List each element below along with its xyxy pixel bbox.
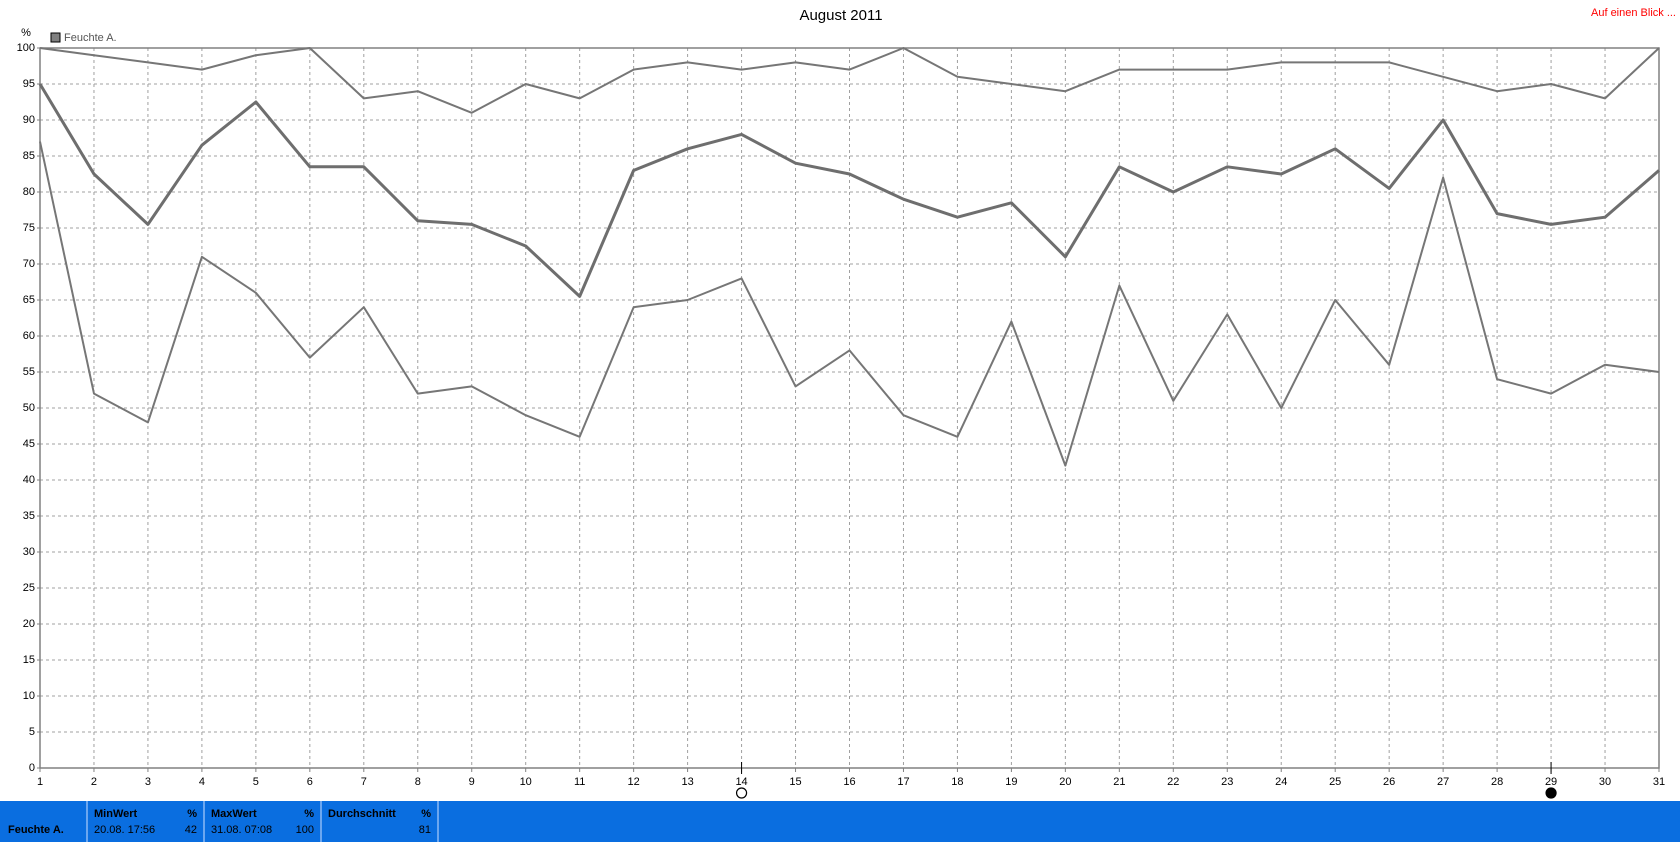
legend-label: Feuchte A. — [64, 32, 117, 44]
x-tick-label: 25 — [1329, 776, 1341, 788]
y-tick-label: 70 — [23, 258, 35, 270]
x-tick-label: 21 — [1113, 776, 1125, 788]
x-tick-label: 6 — [307, 776, 313, 788]
x-tick-label: 5 — [253, 776, 259, 788]
stats-value: 81 — [419, 824, 431, 836]
x-tick-label: 1 — [37, 776, 43, 788]
moon-marker — [1545, 787, 1557, 799]
x-tick-label: 24 — [1275, 776, 1287, 788]
x-tick-label: 9 — [469, 776, 475, 788]
legend-swatch — [50, 32, 61, 43]
y-tick-label: 95 — [23, 78, 35, 90]
data-line — [38, 83, 1660, 298]
y-tick-label: 85 — [23, 150, 35, 162]
y-tick-label: 0 — [29, 762, 35, 774]
x-tick-label: 18 — [951, 776, 963, 788]
x-tick-label: 11 — [574, 776, 585, 788]
x-tick-label: 22 — [1167, 776, 1179, 788]
y-tick-label: 35 — [23, 510, 35, 522]
x-tick-label: 8 — [415, 776, 421, 788]
y-tick-label: 45 — [23, 438, 35, 450]
data-line — [39, 47, 1660, 114]
stats-bar — [0, 801, 1680, 842]
y-tick-label: 5 — [29, 726, 35, 738]
x-tick-label: 10 — [520, 776, 532, 788]
x-tick-label: 26 — [1383, 776, 1395, 788]
stats-unit: % — [187, 808, 197, 820]
x-tick-label: 14 — [735, 776, 747, 788]
x-tick-label: 19 — [1005, 776, 1017, 788]
y-tick-label: 50 — [23, 402, 35, 414]
y-tick-label: 90 — [23, 114, 35, 126]
x-tick-label: 27 — [1437, 776, 1449, 788]
x-tick-label: 17 — [897, 776, 909, 788]
y-tick-label: 15 — [23, 654, 35, 666]
y-tick-label: 40 — [23, 474, 35, 486]
y-tick-label: 10 — [23, 690, 35, 702]
stats-date: 31.08. 07:08 — [211, 824, 272, 836]
y-axis-label: % — [21, 27, 31, 39]
stats-header: MinWert — [94, 808, 138, 820]
stats-row-label: Feuchte A. — [8, 824, 64, 836]
plot-frame — [39, 47, 1660, 769]
y-tick-label: 60 — [23, 330, 35, 342]
y-tick-label: 55 — [23, 366, 35, 378]
x-tick-label: 28 — [1491, 776, 1503, 788]
data-line — [39, 141, 1660, 467]
x-tick-label: 30 — [1599, 776, 1611, 788]
moon-marker — [735, 787, 748, 799]
x-tick-label: 12 — [628, 776, 640, 788]
x-tick-label: 7 — [361, 776, 367, 788]
x-tick-label: 20 — [1059, 776, 1071, 788]
x-tick-label: 15 — [789, 776, 801, 788]
x-tick-label: 16 — [843, 776, 855, 788]
y-tick-label: 80 — [23, 186, 35, 198]
stats-unit: % — [304, 808, 314, 820]
chart-title: August 2011 — [799, 7, 882, 24]
stats-unit: % — [421, 808, 431, 820]
stats-header: Durchschnitt — [328, 808, 396, 820]
x-tick-label: 31 — [1653, 776, 1665, 788]
stats-value: 100 — [296, 824, 314, 836]
x-tick-label: 29 — [1545, 776, 1557, 788]
y-tick-label: 75 — [23, 222, 35, 234]
y-tick-label: 100 — [17, 42, 35, 54]
y-tick-label: 30 — [23, 546, 35, 558]
stats-header: MaxWert — [211, 808, 257, 820]
x-tick-label: 3 — [145, 776, 151, 788]
corner-link[interactable]: Auf einen Blick ... — [1591, 7, 1676, 19]
x-tick-label: 2 — [91, 776, 97, 788]
y-tick-label: 65 — [23, 294, 35, 306]
y-tick-label: 20 — [23, 618, 35, 630]
x-tick-label: 4 — [199, 776, 205, 788]
stats-value: 42 — [185, 824, 197, 836]
x-tick-label: 13 — [681, 776, 693, 788]
x-tick-label: 23 — [1221, 776, 1233, 788]
stats-date: 20.08. 17:56 — [94, 824, 155, 836]
y-tick-label: 25 — [23, 582, 35, 594]
